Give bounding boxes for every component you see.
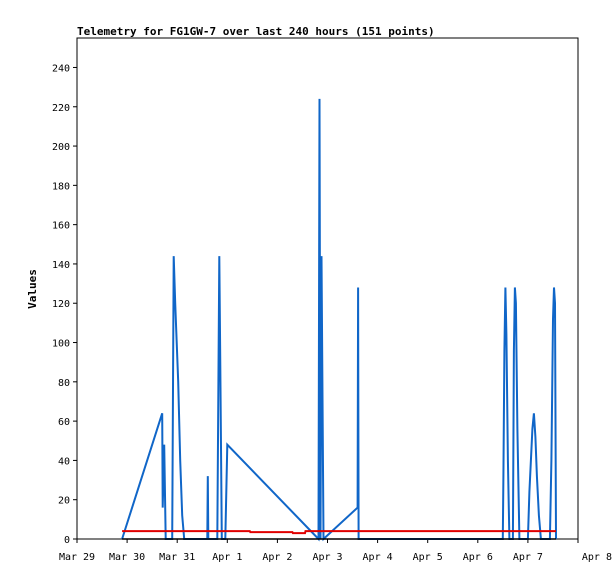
series-layer bbox=[121, 98, 557, 542]
y-axis-label: Values bbox=[26, 269, 39, 309]
x-axis: Mar 29 Mar 30 Mar 31 Apr 1 Apr 2 Apr 3 Apr 4 Ap… bbox=[59, 539, 612, 563]
chart-title: Telemetry for FG1GW-7 over last 240 hour… bbox=[77, 25, 435, 38]
y-tick-label: 40 bbox=[58, 456, 70, 467]
x-tick-label: Apr 8 bbox=[582, 552, 612, 563]
y-tick-label: 240 bbox=[52, 63, 70, 74]
y-tick-label: 100 bbox=[52, 339, 70, 350]
y-tick-label: 200 bbox=[52, 142, 70, 153]
x-tick-label: Apr 2 bbox=[262, 552, 292, 563]
x-tick-label: Apr 1 bbox=[212, 552, 242, 563]
y-tick-label: 160 bbox=[52, 221, 70, 232]
x-tick-label: Apr 4 bbox=[363, 552, 393, 563]
y-tick-label: 180 bbox=[52, 181, 70, 192]
series-line-2 bbox=[122, 530, 556, 535]
x-tick-label: Mar 30 bbox=[109, 552, 145, 563]
y-tick-label: 120 bbox=[52, 299, 70, 310]
x-tick-label: Apr 6 bbox=[463, 552, 493, 563]
series-line-1 bbox=[121, 98, 557, 542]
y-tick-label: 140 bbox=[52, 260, 70, 271]
y-tick-label: 60 bbox=[58, 417, 70, 428]
y-axis: 0 20 40 60 80 100 120 140 160 180 200 220 240 bbox=[52, 63, 77, 546]
x-tick-label: Apr 7 bbox=[513, 552, 543, 563]
y-tick-label: 220 bbox=[52, 103, 70, 114]
y-tick-label: 20 bbox=[58, 496, 70, 507]
y-tick-label: 0 bbox=[64, 535, 70, 546]
y-tick-label: 80 bbox=[58, 378, 70, 389]
x-tick-label: Mar 29 bbox=[59, 552, 95, 563]
x-tick-label: Apr 5 bbox=[413, 552, 443, 563]
x-tick-label: Mar 31 bbox=[159, 552, 195, 563]
x-tick-label: Apr 3 bbox=[312, 552, 342, 563]
